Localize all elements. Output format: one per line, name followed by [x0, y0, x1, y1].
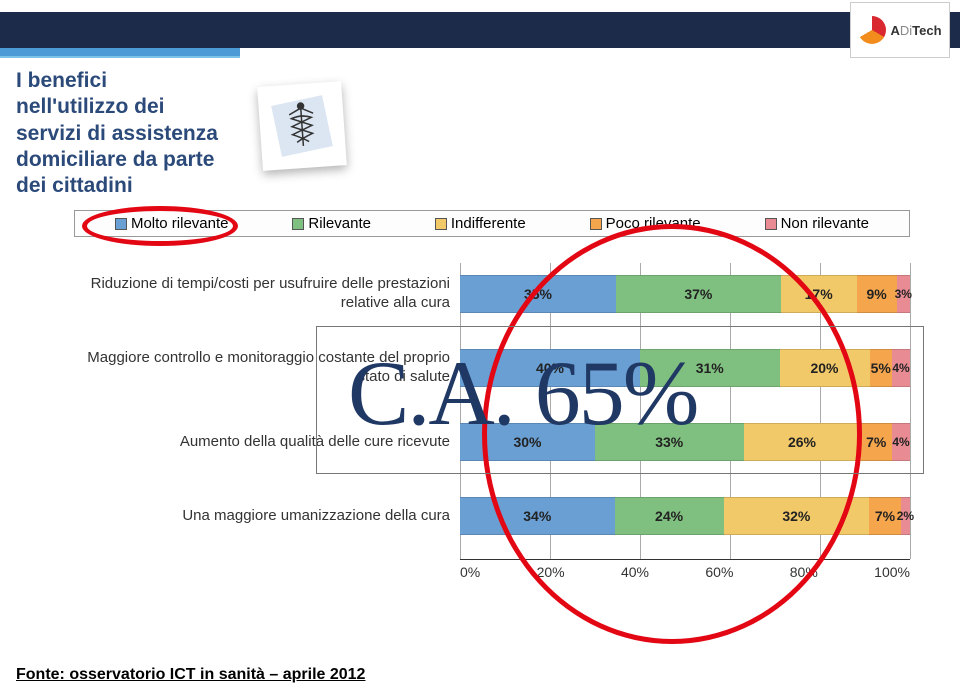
bar-segment: 9%	[857, 275, 897, 313]
legend-item: Non rilevante	[765, 215, 869, 232]
legend-label: Indifferente	[451, 215, 526, 232]
bar-segment: 5%	[870, 349, 893, 387]
bar-segment: 3%	[897, 275, 910, 313]
row-label: Riduzione di tempi/costi per usufruire d…	[74, 275, 460, 313]
legend-swatch	[590, 218, 602, 230]
bar-segment: 7%	[861, 423, 893, 461]
bar-segment: 4%	[892, 349, 910, 387]
legend-item: Indifferente	[435, 215, 526, 232]
legend-item: Rilevante	[292, 215, 371, 232]
annotation-legend-circle	[82, 206, 238, 246]
legend-label: Non rilevante	[781, 215, 869, 232]
legend-swatch	[292, 218, 304, 230]
header-bar	[0, 12, 960, 48]
row-label: Una maggiore umanizzazione della cura	[74, 507, 460, 526]
row-label: Maggiore controllo e monitoraggio costan…	[74, 349, 460, 387]
legend-swatch	[435, 218, 447, 230]
logo-text: ADiTech	[890, 23, 941, 38]
footer-source: Fonte: osservatorio ICT in sanità – apri…	[16, 666, 365, 684]
legend-label: Rilevante	[308, 215, 371, 232]
logo: ADiTech	[850, 2, 950, 58]
x-tick: 0%	[460, 564, 480, 580]
row-label: Aumento della qualità delle cure ricevut…	[74, 433, 460, 452]
page-title: I beneficinell'utilizzo deiservizi di as…	[16, 68, 246, 199]
medical-icon	[257, 81, 347, 171]
header-accent	[0, 48, 240, 58]
bar-segment: 2%	[901, 497, 910, 535]
logo-arc-icon	[858, 16, 886, 44]
annotation-big-ellipse	[482, 224, 862, 644]
caduceus-icon	[270, 94, 334, 158]
legend-swatch	[765, 218, 777, 230]
x-tick: 100%	[874, 564, 910, 580]
bar-segment: 4%	[892, 423, 910, 461]
